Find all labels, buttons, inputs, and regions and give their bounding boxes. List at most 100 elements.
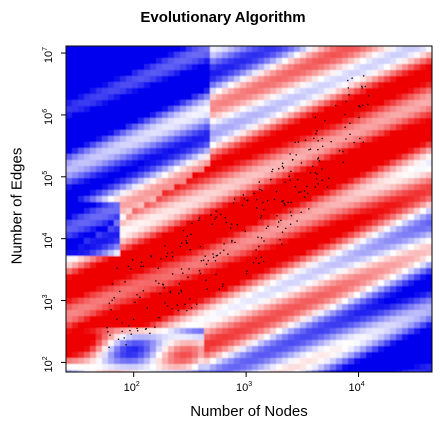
data-point-202 <box>348 93 350 96</box>
data-point-150 <box>361 87 363 89</box>
data-point-2 <box>284 181 286 183</box>
data-point-252 <box>123 337 125 339</box>
data-point-200 <box>317 182 319 185</box>
data-point-133 <box>231 239 233 242</box>
data-point-249 <box>326 186 329 188</box>
data-point-100 <box>257 236 259 239</box>
data-point-233 <box>300 162 303 164</box>
data-point-16 <box>146 307 149 309</box>
data-point-212 <box>142 290 145 292</box>
data-point-52 <box>127 325 130 327</box>
data-point-203 <box>198 219 200 222</box>
y-tick-label-3: 105 <box>42 171 55 187</box>
data-point-109 <box>214 259 217 262</box>
data-point-190 <box>157 267 159 270</box>
data-point-31 <box>281 243 283 245</box>
data-point-105 <box>338 149 341 152</box>
data-point-99 <box>289 179 291 181</box>
data-point-168 <box>136 327 138 330</box>
data-point-183 <box>129 329 131 332</box>
x-tick-label-0: 102 <box>124 381 140 394</box>
data-point-18 <box>361 104 364 107</box>
data-point-185 <box>327 177 330 179</box>
data-point-141 <box>273 198 276 201</box>
data-point-116 <box>262 208 265 211</box>
data-point-236 <box>300 211 302 213</box>
data-point-242 <box>258 262 260 264</box>
data-point-75 <box>316 173 318 175</box>
data-point-55 <box>166 252 169 255</box>
x-tick-label-1: 103 <box>236 381 252 394</box>
data-point-96 <box>308 208 310 210</box>
data-point-88 <box>164 302 166 304</box>
y-tick-label-5: 107 <box>42 47 55 63</box>
data-point-83 <box>290 201 292 204</box>
data-point-47 <box>367 95 370 97</box>
data-point-214 <box>317 157 320 159</box>
data-point-72 <box>136 294 138 296</box>
data-point-171 <box>349 122 351 125</box>
data-point-1 <box>271 168 274 171</box>
data-point-92 <box>180 268 183 270</box>
data-point-250 <box>262 260 265 263</box>
data-point-8 <box>160 258 162 260</box>
data-point-196 <box>216 254 219 257</box>
data-point-21 <box>321 168 323 170</box>
data-point-44 <box>276 215 278 217</box>
data-point-235 <box>306 185 308 188</box>
data-point-215 <box>211 223 213 226</box>
data-point-103 <box>351 77 353 79</box>
data-point-158 <box>131 258 134 261</box>
data-point-152 <box>244 230 247 233</box>
data-point-140 <box>318 160 321 162</box>
data-point-146 <box>315 132 317 135</box>
data-point-85 <box>349 133 351 135</box>
data-point-165 <box>281 200 283 203</box>
data-point-36 <box>266 199 269 202</box>
data-point-34 <box>317 158 319 160</box>
data-point-62 <box>171 273 174 275</box>
data-point-78 <box>195 303 198 306</box>
x-tick-label-2: 104 <box>348 381 364 394</box>
data-point-230 <box>163 286 166 289</box>
data-point-199 <box>242 194 245 196</box>
data-point-256 <box>124 280 126 283</box>
data-point-7 <box>258 245 260 248</box>
data-point-246 <box>202 259 205 261</box>
x-axis: 102 103 104 <box>124 372 365 394</box>
data-point-207 <box>229 227 232 229</box>
data-point-19 <box>303 196 306 198</box>
data-point-27 <box>205 263 208 265</box>
data-point-126 <box>190 233 192 235</box>
data-point-194 <box>109 334 111 336</box>
data-point-87 <box>198 217 201 219</box>
data-point-161 <box>295 154 297 156</box>
data-point-153 <box>290 170 292 173</box>
data-point-53 <box>224 216 227 219</box>
data-point-121 <box>297 141 300 143</box>
data-point-28 <box>215 210 217 213</box>
data-point-218 <box>321 145 324 147</box>
data-point-144 <box>309 172 312 174</box>
data-point-69 <box>189 248 192 251</box>
data-point-205 <box>199 245 202 248</box>
data-point-210 <box>304 139 307 141</box>
data-point-104 <box>267 225 269 227</box>
plot-frame <box>65 45 433 373</box>
data-point-217 <box>207 259 210 262</box>
data-point-9 <box>335 104 337 107</box>
data-point-39 <box>280 219 282 222</box>
data-point-149 <box>212 253 214 255</box>
data-point-38 <box>223 243 225 245</box>
data-points <box>106 75 370 349</box>
data-point-166 <box>344 126 346 128</box>
data-point-91 <box>185 239 187 242</box>
data-point-179 <box>144 328 147 330</box>
data-point-208 <box>246 270 248 273</box>
data-point-157 <box>190 306 193 309</box>
data-point-67 <box>255 249 257 251</box>
data-point-170 <box>222 283 224 285</box>
data-point-255 <box>215 216 217 218</box>
data-point-48 <box>155 280 157 282</box>
data-point-192 <box>162 283 164 285</box>
